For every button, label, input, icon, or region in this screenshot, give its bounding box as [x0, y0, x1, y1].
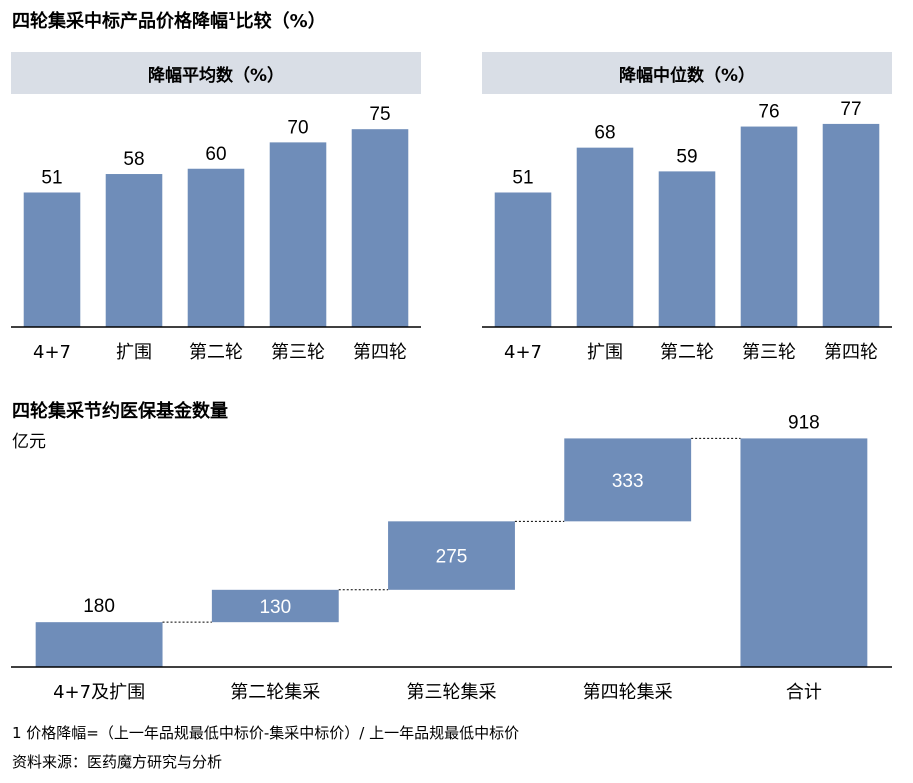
- median-chart-category-label: 第三轮: [742, 342, 796, 363]
- avg-chart-value-label: 75: [369, 104, 390, 125]
- source-note: 资料来源：医药魔方研究与分析: [12, 753, 223, 771]
- avg-chart-value-label: 70: [287, 117, 308, 138]
- waterfall-value-label: 333: [612, 471, 644, 492]
- median-chart-bar: [740, 126, 798, 327]
- median-chart-bar: [576, 147, 634, 327]
- savings-title: 四轮集采节约医保基金数量: [12, 401, 228, 422]
- avg-panel-title: 降幅平均数（%）: [147, 65, 285, 86]
- avg-chart-value-label: 60: [205, 144, 226, 165]
- waterfall-bar: [564, 438, 692, 522]
- main-title-tail: 比较（%）: [235, 11, 326, 32]
- main-title-text: 四轮集采中标产品价格降幅: [12, 11, 228, 32]
- waterfall-category-label: 第四轮集采: [583, 682, 673, 703]
- median-chart-value-label: 59: [676, 146, 697, 167]
- waterfall-category-label: 合计: [786, 682, 822, 703]
- waterfall-category-label: 第二轮集采: [230, 682, 320, 703]
- avg-chart-bar: [105, 174, 163, 327]
- waterfall-value-label: 130: [259, 597, 291, 618]
- median-chart-value-label: 68: [594, 123, 615, 144]
- avg-chart-bar: [269, 142, 327, 327]
- main-title-footnote-mark: 1: [228, 10, 236, 23]
- avg-chart-bar: [23, 192, 81, 327]
- median-chart-value-label: 51: [512, 167, 533, 188]
- median-chart-value-label: 77: [840, 99, 861, 120]
- median-panel-title: 降幅中位数（%）: [618, 65, 756, 86]
- median-panel-header: 降幅中位数（%）: [482, 52, 892, 94]
- avg-chart-category-label: 4+7: [33, 342, 71, 363]
- waterfall-bar: [211, 589, 339, 623]
- waterfall-bar: [388, 521, 515, 590]
- median-chart-category-label: 第四轮: [824, 342, 878, 363]
- waterfall-total-bar: [740, 438, 868, 667]
- avg-panel-header: 降幅平均数（%）: [11, 52, 421, 94]
- avg-chart-bar: [187, 168, 245, 327]
- median-chart-bar: [822, 123, 880, 327]
- waterfall-bar: [35, 622, 163, 667]
- waterfall-value-label: 918: [788, 412, 820, 433]
- waterfall-category-label: 第三轮集采: [407, 682, 497, 703]
- median-chart-category-label: 扩围: [587, 342, 623, 363]
- savings-unit-label: 亿元: [12, 432, 46, 452]
- waterfall-category-label: 4+7及扩围: [53, 682, 145, 703]
- avg-chart-value-label: 58: [123, 149, 144, 170]
- median-chart-category-label: 4+7: [504, 342, 542, 363]
- avg-chart-category-label: 扩围: [116, 342, 152, 363]
- avg-chart-bar: [351, 129, 409, 327]
- median-chart-value-label: 76: [758, 102, 779, 123]
- waterfall-value-label: 180: [83, 596, 115, 617]
- waterfall-value-label: 275: [436, 547, 468, 568]
- avg-chart-value-label: 51: [41, 167, 62, 188]
- avg-chart-category-label: 第三轮: [271, 342, 325, 363]
- median-chart-bar: [494, 192, 552, 327]
- median-chart-bar: [658, 171, 716, 327]
- main-title: 四轮集采中标产品价格降幅1比较（%）: [12, 7, 326, 33]
- avg-chart-category-label: 第四轮: [353, 342, 407, 363]
- median-chart-category-label: 第二轮: [660, 342, 714, 363]
- avg-chart-category-label: 第二轮: [189, 342, 243, 363]
- footnote-definition: 1 价格降幅=（上一年品规最低中标价-集采中标价）/ 上一年品规最低中标价: [12, 724, 520, 742]
